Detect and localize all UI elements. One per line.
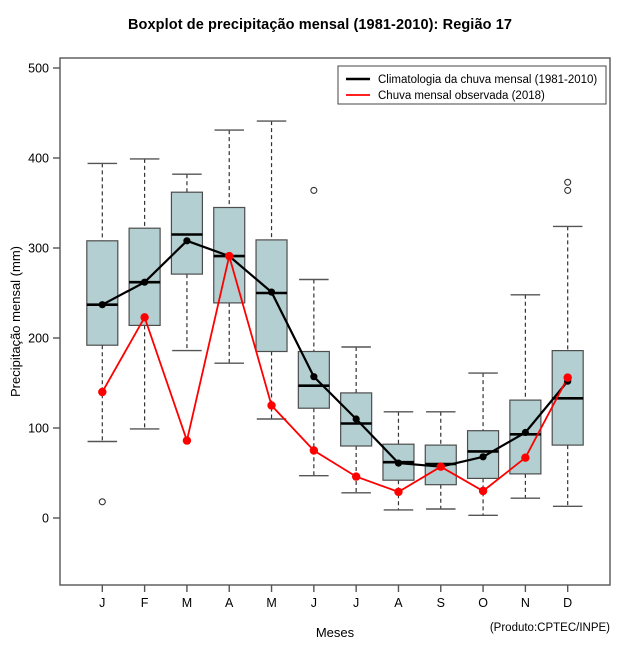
x-axis-tick-label: J (99, 596, 105, 610)
y-axis-tick-label: 400 (28, 152, 49, 166)
plot-frame (59, 57, 611, 586)
boxplot-box (255, 120, 288, 420)
climatology-point (479, 453, 487, 461)
observed-point (351, 472, 361, 481)
legend-label: Climatologia da chuva mensal (1981-2010) (378, 74, 597, 86)
observed-point (563, 373, 572, 382)
climatology-point (352, 415, 360, 423)
observed-point (521, 453, 530, 462)
boxplot-outlier (564, 178, 572, 186)
x-axis-title: Meses (316, 625, 355, 640)
y-axis-tick-label: 200 (28, 332, 49, 346)
x-axis-tick-label: M (182, 596, 192, 610)
x-axis-tick-label: F (141, 596, 149, 610)
boxplot-box (297, 186, 330, 477)
observed-point (267, 401, 276, 410)
page-title: Boxplot de precipitação mensal (1981-201… (127, 17, 513, 33)
credit-annotation: (Produto:CPTEC/INPE) (490, 622, 610, 634)
boxplot-box (86, 162, 119, 506)
legend-label: Chuva mensal observada (2018) (378, 90, 545, 102)
x-axis-tick-label: S (437, 596, 445, 610)
boxplot-box (509, 294, 542, 499)
x-axis-tick-label: A (225, 596, 234, 610)
x-axis-tick-label: A (394, 596, 403, 610)
boxplot-outlier (564, 186, 572, 194)
observed-point (182, 436, 192, 445)
climatology-line (101, 239, 569, 468)
observed-point (436, 462, 445, 471)
climatology-point (521, 428, 529, 437)
x-axis-tick-label: D (563, 596, 572, 610)
y-axis-tick-label: 0 (42, 512, 49, 526)
x-axis-tick-label: J (311, 596, 317, 610)
observed-point (309, 446, 319, 455)
boxplot-box (128, 158, 161, 430)
boxplot-box (424, 411, 457, 510)
boxplot-outlier (98, 498, 106, 506)
observed-point (394, 487, 403, 497)
observed-point (478, 486, 488, 496)
climatology-point (394, 459, 403, 467)
climatology-point (310, 373, 318, 381)
observed-point (98, 387, 107, 397)
observed-point (140, 313, 149, 322)
y-axis-tick-label: 100 (28, 422, 49, 436)
x-axis-tick-label: M (266, 596, 276, 610)
climatology-point (141, 278, 149, 286)
y-axis-tick-label: 300 (28, 242, 49, 256)
y-axis-tick-label: 500 (28, 62, 49, 76)
boxplot-box (213, 129, 246, 364)
observed-line (101, 255, 569, 493)
climatology-point (183, 237, 191, 245)
boxplot-box (466, 372, 500, 516)
climatology-point (267, 288, 276, 296)
y-axis-title: Precipitação mensal (mm) (8, 246, 23, 397)
climatology-point (98, 301, 106, 309)
x-axis-tick-label: O (478, 596, 488, 610)
observed-point (225, 251, 234, 261)
legend-box (337, 65, 607, 105)
boxplot-box (551, 178, 584, 507)
x-axis-tick-label: N (521, 596, 530, 610)
boxplot-box (170, 173, 204, 352)
boxplot-outlier (310, 186, 318, 194)
x-axis-tick-label: J (353, 596, 359, 610)
